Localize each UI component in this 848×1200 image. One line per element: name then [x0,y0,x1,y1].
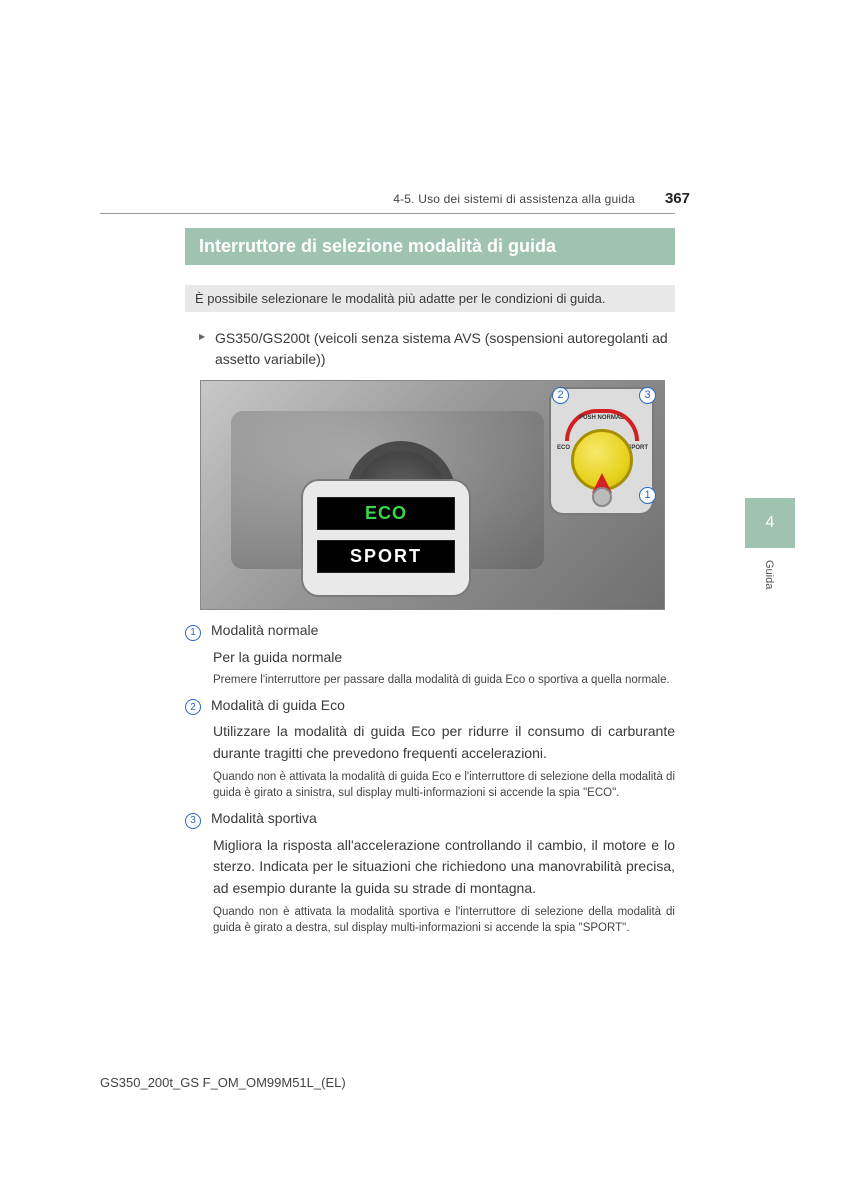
dial-push-label: PUSH NORMAL [579,415,624,421]
page-container: 4-5. Uso dei sistemi di assistenza alla … [100,190,750,945]
vehicle-description: GS350/GS200t (veicoli senza sistema AVS … [215,328,675,370]
mode-item-sport: 3 Modalità sportiva Migliora la risposta… [185,810,675,937]
mode-item-normal: 1 Modalità normale Per la guida normale … [185,622,675,689]
chapter-tab: 4 [745,498,795,548]
intro-box: È possibile selezionare le modalità più … [185,285,675,312]
page-title: Interruttore di selezione modalità di gu… [185,228,675,265]
mode-heading: 1 Modalità normale [185,622,675,641]
document-code: GS350_200t_GS F_OM_OM99M51L_(EL) [100,1075,346,1090]
mode-title: Modalità sportiva [211,810,317,826]
mode-body: Per la guida normale [213,647,675,669]
mode-note: Premere l'interruttore per passare dalla… [213,672,675,689]
section-path: 4-5. Uso dei sistemi di assistenza alla … [393,192,635,206]
page-number: 367 [665,190,690,207]
figure-badge-2: 2 [552,387,569,404]
drive-mode-figure: ECO SPORT PUSH NORMAL ECO SPORT 1 2 3 IN… [200,380,665,610]
dial-secondary-button [592,487,612,507]
mode-item-eco: 2 Modalità di guida Eco Utilizzare la mo… [185,697,675,802]
mode-heading: 3 Modalità sportiva [185,810,675,829]
mode-title: Modalità normale [211,622,318,638]
chapter-label: Guida [763,560,775,589]
mode-number-badge: 3 [185,813,201,829]
page-header: 4-5. Uso dei sistemi di assistenza alla … [100,190,750,207]
mode-title: Modalità di guida Eco [211,697,345,713]
mode-number-badge: 2 [185,699,201,715]
mode-note: Quando non è attivata la modalità sporti… [213,904,675,937]
mode-heading: 2 Modalità di guida Eco [185,697,675,716]
mode-body: Migliora la risposta all'accelerazione c… [213,835,675,900]
dial-eco-label: ECO [557,445,570,451]
sport-indicator: SPORT [317,540,455,573]
mode-display-callout: ECO SPORT [301,479,471,597]
mode-number-badge: 1 [185,625,201,641]
figure-badge-3: 3 [639,387,656,404]
header-divider [100,213,675,214]
image-code: IN45GS365a [612,597,658,606]
eco-indicator: ECO [317,497,455,530]
figure-badge-1: 1 [639,487,656,504]
mode-note: Quando non è attivata la modalità di gui… [213,769,675,802]
mode-body: Utilizzare la modalità di guida Eco per … [213,721,675,764]
